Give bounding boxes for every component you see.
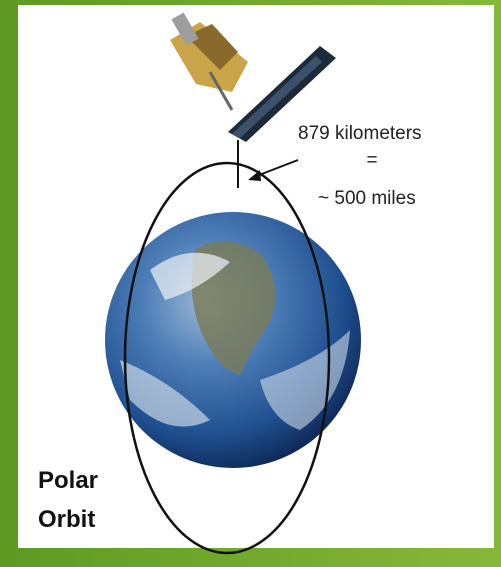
orbit <box>123 161 331 555</box>
orbit-title: Polar <box>38 467 98 494</box>
distance-km: 879 kilometers <box>298 123 422 144</box>
earth <box>105 212 361 468</box>
orbit-title: Orbit <box>38 506 95 533</box>
distance-miles: ~ 500 miles <box>318 188 416 209</box>
equals: = <box>366 150 377 171</box>
arrow <box>248 159 299 181</box>
satellite <box>170 12 336 142</box>
